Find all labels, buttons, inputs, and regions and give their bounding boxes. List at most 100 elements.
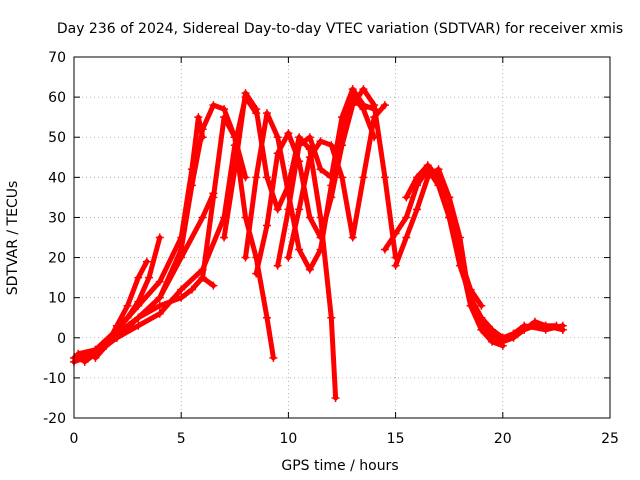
data-point-marker	[305, 265, 314, 274]
data-point-marker	[80, 357, 89, 366]
data-point-marker	[327, 313, 336, 322]
y-tick-label: 50	[48, 130, 66, 146]
data-point-marker	[177, 285, 186, 294]
data-point-marker	[155, 233, 164, 242]
data-point-marker	[391, 261, 400, 270]
data-point-marker	[359, 173, 368, 182]
data-point-marker	[498, 337, 507, 346]
data-point-marker	[241, 89, 250, 98]
data-point-marker	[194, 113, 203, 122]
data-point-marker	[327, 141, 336, 150]
data-point-marker	[509, 333, 518, 342]
data-point-marker	[305, 153, 314, 162]
data-point-marker	[316, 165, 325, 174]
data-point-marker	[558, 325, 567, 334]
data-point-marker	[477, 317, 486, 326]
data-point-marker	[348, 101, 357, 110]
y-tick-label: 70	[48, 50, 66, 66]
data-point-marker	[198, 125, 207, 134]
data-point-marker	[91, 353, 100, 362]
data-point-marker	[316, 233, 325, 242]
data-point-marker	[273, 261, 282, 270]
data-point-marker	[402, 213, 411, 222]
series-arc-11	[253, 86, 399, 277]
data-point-marker	[209, 193, 218, 202]
data-point-marker	[187, 285, 196, 294]
plot-frame	[73, 56, 611, 419]
data-point-marker	[134, 301, 143, 310]
data-point-marker	[445, 213, 454, 222]
data-point-marker	[155, 277, 164, 286]
y-axis-label: SDTVAR / TECUs	[5, 181, 21, 296]
data-point-marker	[198, 213, 207, 222]
data-point-marker	[262, 221, 271, 230]
data-point-marker	[316, 245, 325, 254]
data-point-marker	[455, 233, 464, 242]
data-point-marker	[552, 321, 561, 330]
data-point-marker	[220, 233, 229, 242]
data-point-marker	[331, 393, 340, 402]
series-arc-12	[275, 86, 377, 269]
data-point-marker	[413, 173, 422, 182]
x-tick-label: 20	[494, 431, 512, 447]
data-point-marker	[295, 133, 304, 142]
data-point-marker	[327, 173, 336, 182]
data-point-marker	[155, 309, 164, 318]
data-point-marker	[305, 213, 314, 222]
data-point-marker	[273, 205, 282, 214]
data-point-marker	[241, 253, 250, 262]
data-point-marker	[262, 313, 271, 322]
y-tick-label: 0	[57, 331, 66, 347]
data-point-marker	[348, 85, 357, 94]
data-point-marker	[134, 321, 143, 330]
y-tick-label: -20	[43, 411, 66, 427]
data-point-marker	[112, 333, 121, 342]
data-point-marker	[530, 317, 539, 326]
data-point-marker	[155, 301, 164, 310]
data-point-marker	[209, 281, 218, 290]
data-point-marker	[262, 109, 271, 118]
data-point-marker	[413, 205, 422, 214]
x-tick-label: 0	[70, 431, 79, 447]
data-point-marker	[241, 173, 250, 182]
data-point-marker	[284, 205, 293, 214]
data-point-marker	[284, 253, 293, 262]
data-point-marker	[423, 161, 432, 170]
data-point-marker	[423, 173, 432, 182]
y-tick-label: -10	[43, 371, 66, 387]
data-point-marker	[241, 213, 250, 222]
data-point-marker	[252, 105, 261, 114]
data-point-marker	[402, 193, 411, 202]
data-point-marker	[134, 313, 143, 322]
data-point-marker	[380, 173, 389, 182]
data-point-marker	[434, 173, 443, 182]
chart-title: Day 236 of 2024, Sidereal Day-to-day VTE…	[57, 21, 623, 37]
data-point-marker	[269, 353, 278, 362]
x-tick-label: 10	[279, 431, 297, 447]
data-point-marker	[76, 353, 85, 362]
x-tick-label: 25	[601, 431, 619, 447]
y-tick-label: 60	[48, 90, 66, 106]
y-tick-label: 40	[48, 170, 66, 186]
y-tick-label: 20	[48, 251, 66, 267]
data-point-marker	[134, 273, 143, 282]
data-point-marker	[316, 213, 325, 222]
data-point-marker	[145, 273, 154, 282]
data-point-marker	[155, 293, 164, 302]
data-point-marker	[252, 173, 261, 182]
data-point-marker	[402, 233, 411, 242]
data-series	[70, 85, 567, 402]
data-point-marker	[177, 293, 186, 302]
data-point-marker	[252, 269, 261, 278]
y-tick-label: 30	[48, 210, 66, 226]
data-point-marker	[434, 165, 443, 174]
series-arc-8	[200, 114, 276, 361]
data-point-marker	[295, 141, 304, 150]
data-point-marker	[273, 133, 282, 142]
data-point-marker	[316, 137, 325, 146]
data-point-marker	[380, 245, 389, 254]
data-point-marker	[348, 233, 357, 242]
data-point-marker	[370, 113, 379, 122]
data-point-marker	[477, 301, 486, 310]
